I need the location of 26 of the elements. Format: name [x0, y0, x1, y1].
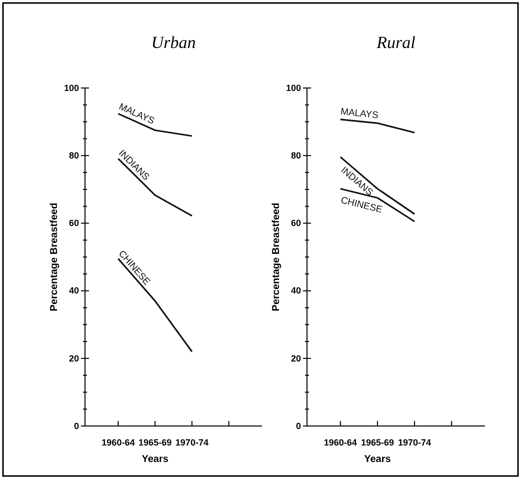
x-tick-label: 1970-74 [175, 438, 208, 448]
text: CHINESE [340, 194, 384, 216]
x-axis-title: Years [364, 454, 392, 465]
x-tick-label: 1970-74 [398, 438, 432, 448]
y-tick-label: 20 [68, 353, 79, 364]
chart-title: Rural [376, 33, 416, 52]
x-axis-title: Years [142, 454, 169, 465]
y-tick-label: 100 [286, 82, 301, 93]
y-tick-label: 80 [68, 150, 79, 160]
y-tick-label: 40 [68, 286, 79, 296]
chart-title: Urban [151, 33, 196, 52]
y-tick-label: 100 [64, 82, 79, 93]
y-tick-label: 20 [290, 353, 301, 364]
y-axis-title: Percentage Breastfeed [49, 202, 60, 312]
y-tick-label: 40 [290, 286, 301, 296]
x-tick-label: 1960-64 [324, 438, 357, 448]
y-tick-label: 60 [290, 218, 301, 228]
x-tick-label: 1965-69 [360, 438, 394, 448]
y-tick-label: 80 [290, 150, 301, 160]
x-tick-label: 1965-69 [138, 438, 172, 448]
y-tick-label: 0 [296, 420, 301, 431]
x-tick-label: 1960-64 [102, 438, 135, 448]
y-tick-label: 0 [74, 420, 79, 431]
text: MALAYS [340, 106, 379, 122]
y-axis-title: Percentage Breastfeed [271, 202, 282, 312]
y-tick-label: 60 [68, 218, 79, 228]
